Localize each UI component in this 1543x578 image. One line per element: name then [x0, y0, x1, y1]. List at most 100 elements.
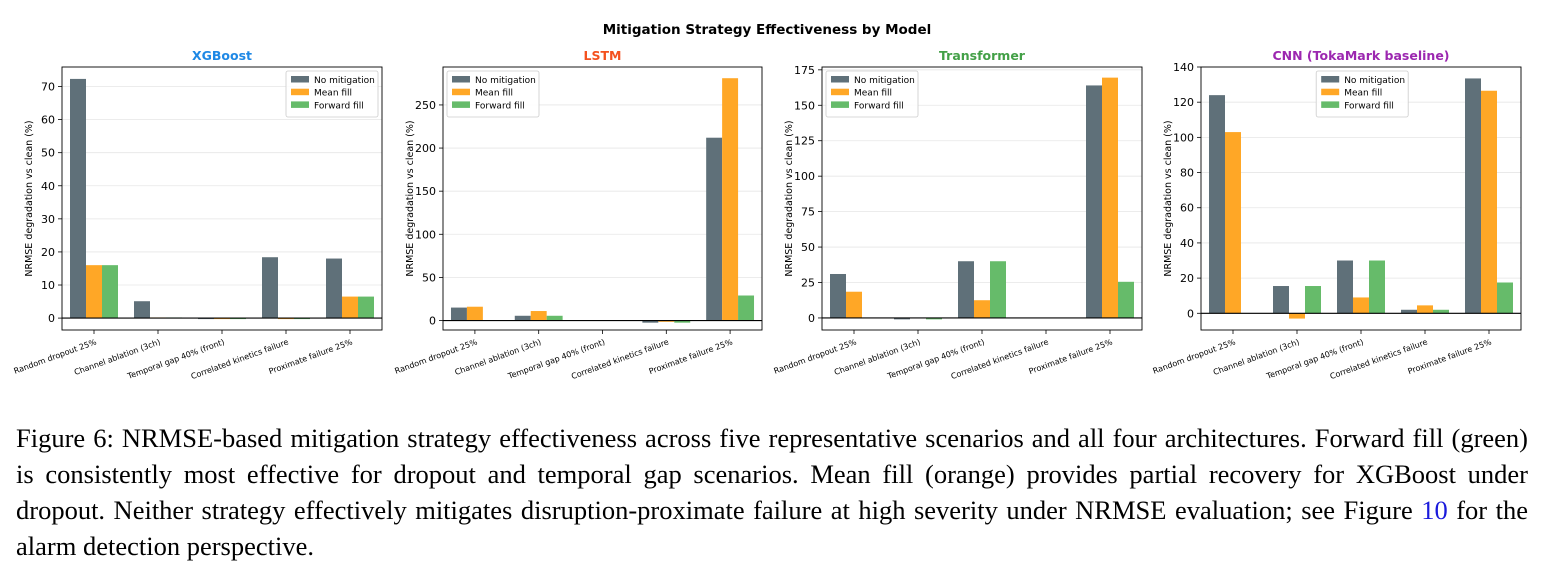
caption-text-1: Figure 6: NRMSE-based mitigation strateg… [16, 423, 1528, 525]
y-tick-label: 30 [41, 213, 55, 226]
legend-label: Mean fill [314, 89, 352, 99]
y-tick-label: 50 [801, 241, 815, 254]
legend-label: No mitigation [475, 76, 536, 86]
bar [674, 320, 691, 323]
legend-swatch [1321, 101, 1340, 108]
y-tick-label: 75 [801, 206, 815, 219]
legend-swatch [1321, 76, 1340, 83]
bar [722, 78, 739, 321]
legend-label: Mean fill [1344, 89, 1382, 99]
legend-swatch [831, 88, 849, 96]
figure-title: Mitigation Strategy Effectiveness by Mod… [603, 22, 932, 38]
legend-swatch [452, 88, 470, 96]
y-tick-label: 175 [794, 64, 815, 77]
bar [358, 296, 374, 319]
bar [1273, 286, 1289, 314]
legend-swatch [291, 88, 309, 96]
y-tick-label: 250 [415, 99, 436, 112]
y-tick-label: 25 [801, 277, 815, 290]
y-tick-label: 0 [808, 312, 815, 325]
y-axis-label: NRMSE degradation vs clean (%) [405, 120, 416, 276]
bar [990, 261, 1006, 318]
bar [926, 317, 942, 320]
legend: No mitigation Mean fill Forward fill [1315, 70, 1409, 118]
y-tick-label: 150 [415, 185, 436, 198]
legend-label: Forward fill [854, 101, 904, 111]
bar [1209, 95, 1225, 314]
legend-label: No mitigation [314, 76, 375, 86]
y-tick-label: 60 [1180, 202, 1194, 215]
bar [1225, 132, 1241, 314]
y-tick-label: 150 [794, 99, 815, 112]
y-axis-label: NRMSE degradation vs clean (%) [24, 120, 35, 276]
bar [86, 265, 102, 319]
legend-label: Mean fill [854, 89, 892, 99]
chart-title: XGBoost [192, 48, 252, 63]
legend-swatch [452, 101, 470, 108]
bar [1102, 77, 1118, 318]
y-tick-label: 60 [41, 114, 55, 127]
y-tick-label: 40 [41, 180, 55, 193]
bar [1465, 78, 1481, 314]
y-tick-label: 70 [41, 81, 55, 94]
figure-reference-link[interactable]: 10 [1421, 495, 1448, 525]
bar [642, 320, 659, 323]
y-tick-label: 50 [422, 271, 436, 284]
bar [102, 265, 118, 319]
legend-swatch [831, 101, 849, 108]
bar [974, 300, 990, 318]
caption-text-2: for the alarm detection perspective. [16, 495, 1528, 561]
bar [1118, 281, 1134, 318]
y-tick-label: 100 [1173, 131, 1194, 144]
legend-label: Forward fill [475, 101, 525, 111]
bar [658, 320, 675, 322]
y-tick-label: 125 [794, 135, 815, 148]
bar [70, 78, 86, 319]
y-tick-label: 120 [1173, 96, 1194, 109]
legend-swatch [291, 101, 309, 108]
bar [846, 291, 862, 318]
y-tick-label: 10 [41, 279, 55, 292]
bar [894, 317, 910, 320]
bar [1086, 85, 1102, 318]
y-tick-label: 0 [1187, 307, 1194, 320]
legend-label: No mitigation [854, 76, 915, 86]
legend-label: Forward fill [1344, 101, 1394, 111]
y-tick-label: 80 [1180, 167, 1194, 180]
bar [830, 273, 846, 318]
bar [514, 315, 531, 321]
bar [1337, 260, 1353, 314]
y-tick-label: 40 [1180, 237, 1194, 250]
bar [466, 306, 483, 321]
bar [1481, 90, 1497, 314]
y-tick-label: 100 [415, 228, 436, 241]
bar [326, 258, 342, 319]
legend-label: Mean fill [475, 89, 513, 99]
y-tick-label: 20 [41, 246, 55, 259]
bar [1497, 282, 1513, 314]
legend-swatch [291, 76, 309, 83]
y-tick-label: 140 [1173, 61, 1194, 74]
figure-caption: Figure 6: NRMSE-based mitigation strateg… [16, 420, 1528, 564]
legend-swatch [1321, 88, 1340, 96]
bar [450, 307, 467, 321]
legend: No mitigation Mean fill Forward fill [446, 70, 540, 118]
y-tick-label: 0 [48, 312, 55, 325]
bar [1305, 286, 1321, 314]
chart-title: Transformer [939, 48, 1026, 63]
y-tick-label: 200 [415, 142, 436, 155]
bar [958, 261, 974, 318]
bar [342, 296, 358, 319]
chart-title: LSTM [584, 48, 622, 63]
bar [262, 257, 278, 319]
legend-label: Forward fill [314, 101, 364, 111]
bar [134, 301, 150, 319]
bar [1289, 313, 1305, 319]
bar [1353, 297, 1369, 314]
bar [546, 315, 563, 321]
